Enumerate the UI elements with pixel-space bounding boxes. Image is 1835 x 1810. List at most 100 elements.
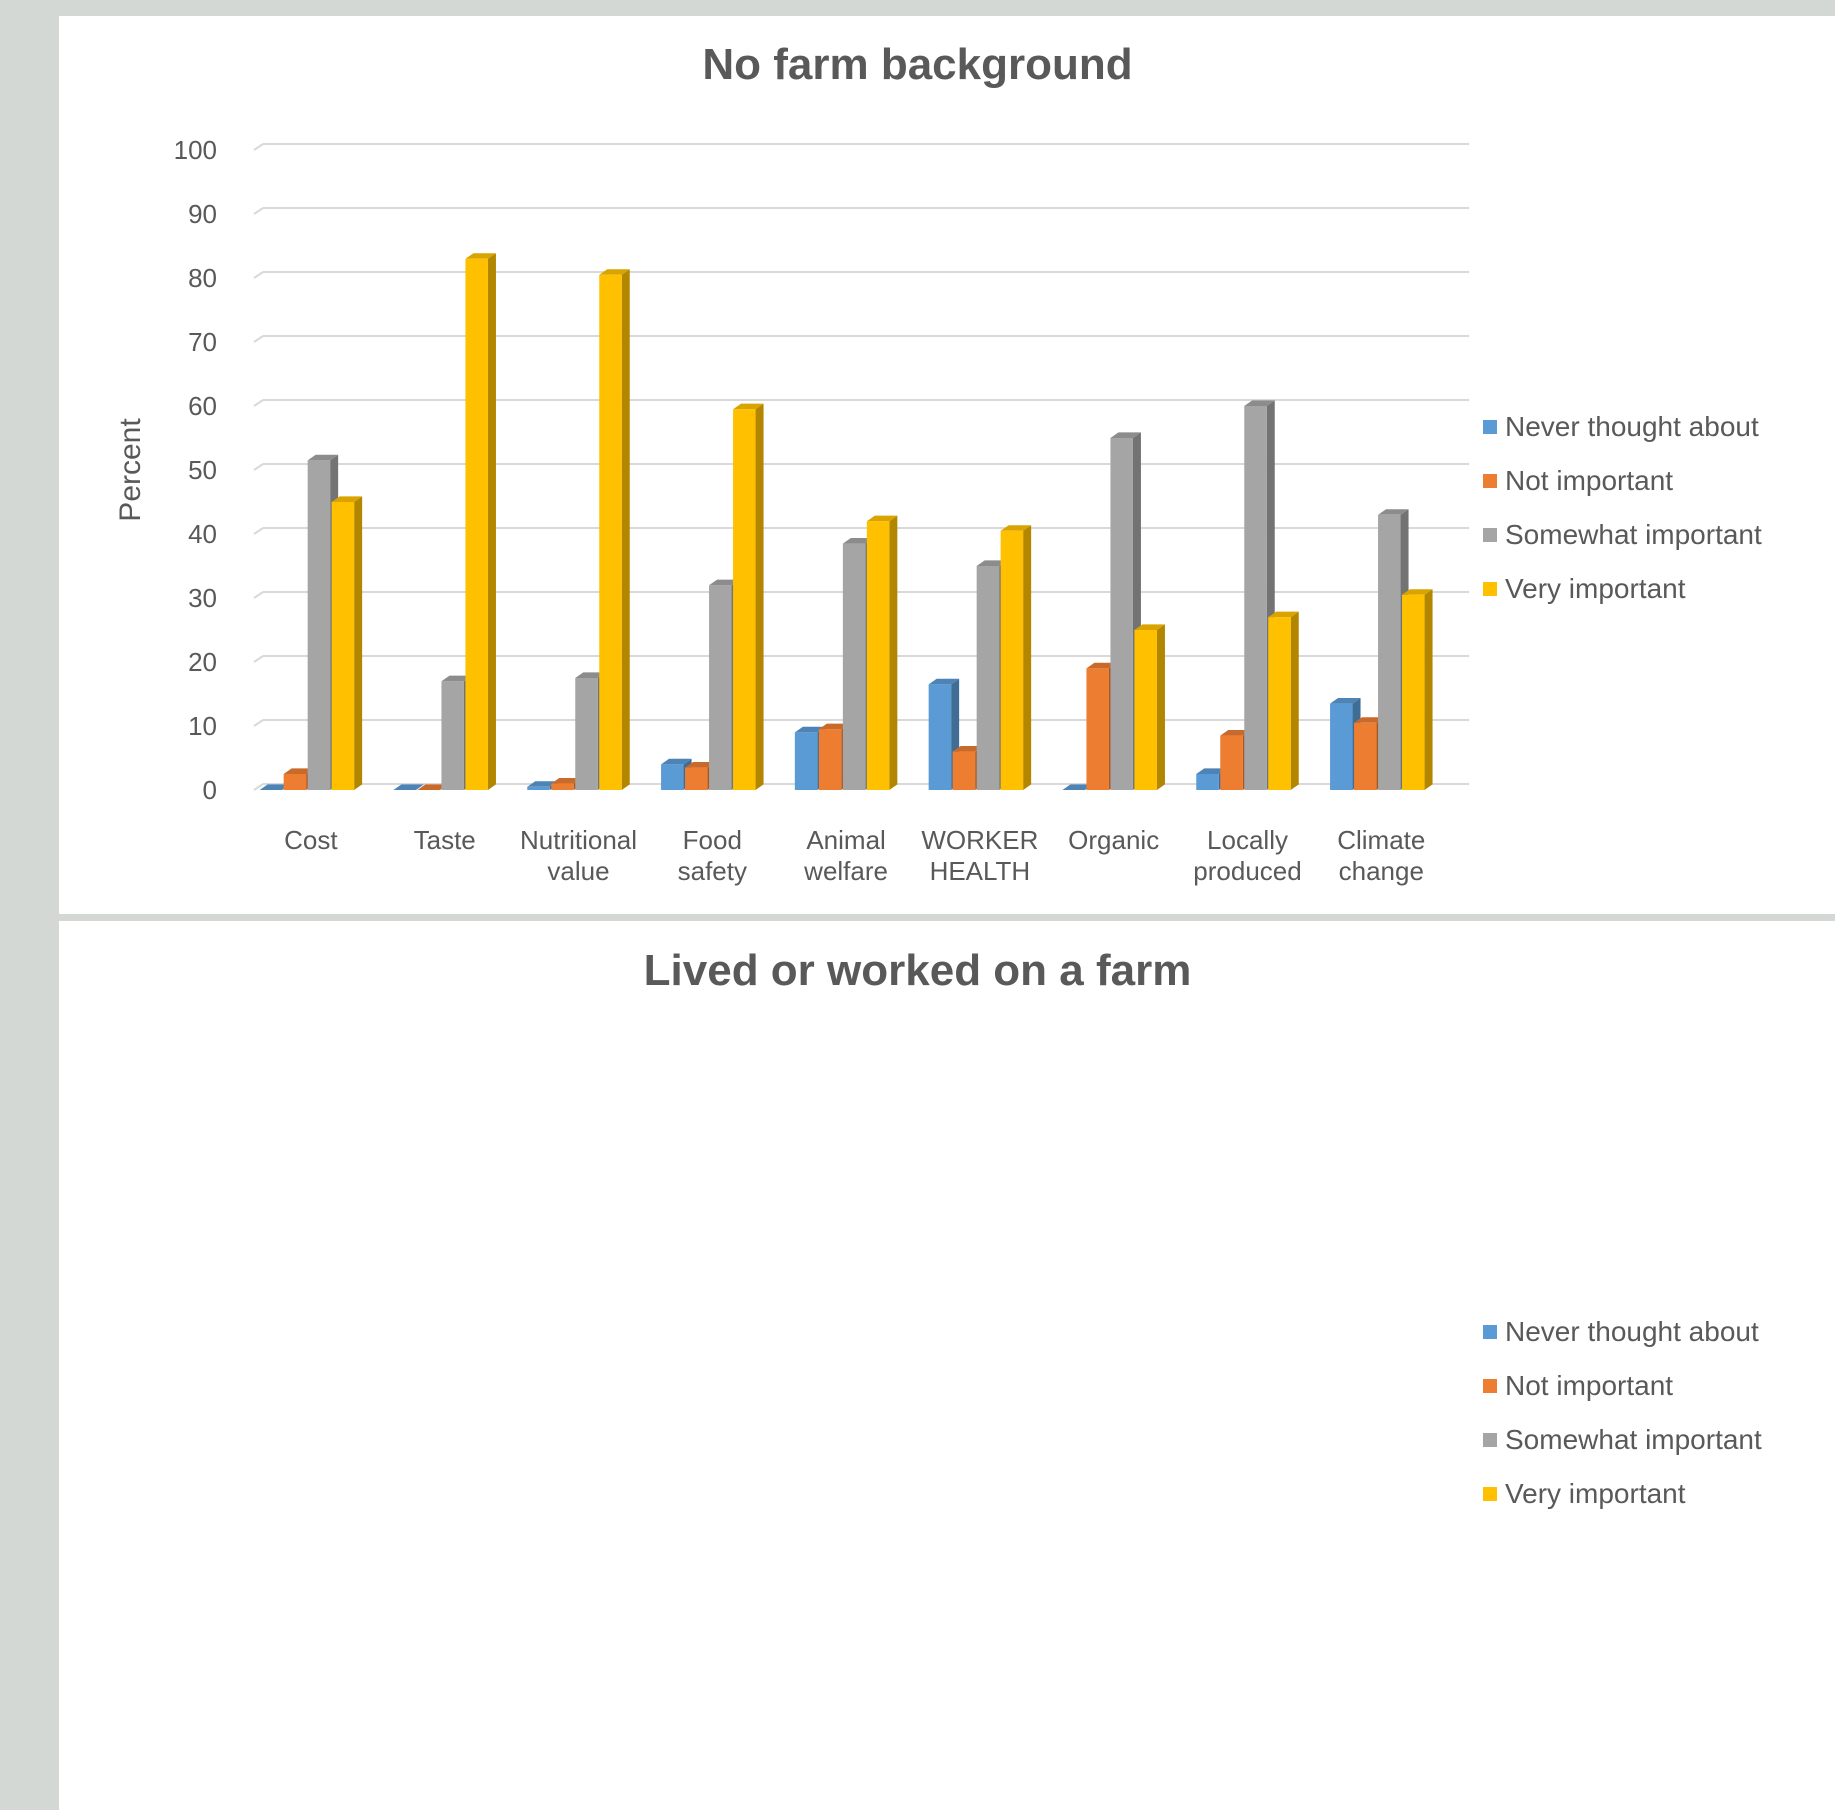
bar-top bbox=[952, 746, 984, 752]
bar-top bbox=[259, 784, 291, 790]
bar bbox=[1402, 589, 1433, 790]
chart-panel-no-farm: 0 10 20 30 40 50 60 70 80 90 100 Percent Cost Taste Nu… bbox=[59, 16, 1835, 914]
bar-side bbox=[755, 403, 764, 790]
x-tick-label: welfare bbox=[803, 856, 888, 886]
legend-item: Very important bbox=[1483, 562, 1762, 616]
y-tick-label: 70 bbox=[188, 327, 217, 357]
bar-front bbox=[1244, 406, 1267, 790]
bar-front bbox=[733, 409, 756, 790]
x-tick-label: Food bbox=[683, 825, 742, 855]
bar-top bbox=[417, 784, 448, 790]
legend-item: Somewhat important bbox=[1483, 1413, 1762, 1467]
bar-side bbox=[621, 269, 630, 790]
bar bbox=[331, 496, 363, 790]
bar-front bbox=[1220, 735, 1243, 790]
bar-front bbox=[1134, 630, 1157, 790]
x-tick-label: HEALTH bbox=[930, 856, 1031, 886]
bar-top bbox=[1244, 400, 1275, 406]
legend-label: Somewhat important bbox=[1505, 1424, 1762, 1455]
bar-front bbox=[599, 274, 622, 790]
bar-front bbox=[1402, 594, 1425, 790]
gridline-slant bbox=[253, 655, 264, 663]
gridline-slant bbox=[253, 719, 264, 727]
bar-front bbox=[685, 767, 708, 790]
bar-front bbox=[1110, 438, 1133, 790]
legend-item: Never thought about bbox=[1483, 400, 1762, 454]
bar-top bbox=[441, 675, 472, 682]
chart-legend: Never thought about Not important Somewhat… bbox=[1483, 400, 1762, 616]
bar bbox=[733, 403, 764, 790]
bar-top bbox=[1354, 717, 1385, 723]
y-axis-title: Percent bbox=[114, 418, 147, 522]
chart-panel-farm: 0102030405060708090100PercentCostTasteNu… bbox=[59, 921, 1835, 1810]
legend-item: Not important bbox=[1483, 1359, 1762, 1413]
chart-legend: Never thought about Not important Somewhat… bbox=[1483, 1305, 1762, 1521]
bar-top bbox=[283, 768, 315, 774]
x-tick-label: Animal bbox=[806, 825, 885, 855]
bar-top bbox=[709, 579, 740, 586]
x-tick-label: safety bbox=[678, 856, 747, 886]
bar-top bbox=[1196, 768, 1227, 774]
chart-title: No farm background bbox=[702, 40, 1133, 89]
bar bbox=[1268, 611, 1299, 790]
x-tick-label: Locally bbox=[1207, 825, 1288, 855]
legend-swatch bbox=[1483, 1325, 1497, 1339]
y-tick-label: 60 bbox=[188, 391, 217, 421]
bar-front bbox=[283, 774, 307, 790]
bar-top bbox=[575, 672, 606, 678]
bar-top bbox=[928, 678, 960, 685]
legend-item: Somewhat important bbox=[1483, 508, 1762, 562]
y-tick-label: 100 bbox=[174, 135, 217, 165]
bar-top bbox=[1086, 662, 1117, 669]
bar-front bbox=[661, 764, 684, 790]
bar bbox=[393, 784, 424, 790]
legend-swatch bbox=[1483, 528, 1497, 542]
legend-swatch bbox=[1483, 1487, 1497, 1501]
bar-side bbox=[354, 496, 363, 790]
chart-plot-no-farm: 0 10 20 30 40 50 60 70 80 90 100 Percent Cost Taste Nu… bbox=[114, 135, 1469, 886]
legend-label: Not important bbox=[1505, 1370, 1674, 1401]
bar-front bbox=[794, 732, 818, 790]
x-tick-label: Cost bbox=[284, 825, 338, 855]
x-tick-label: Nutritional bbox=[520, 825, 637, 855]
y-tick-label: 90 bbox=[188, 199, 217, 229]
x-tick-label: value bbox=[547, 856, 609, 886]
bar-front bbox=[952, 751, 976, 790]
bar bbox=[599, 269, 630, 790]
bar-top bbox=[1402, 589, 1433, 595]
legend-swatch bbox=[1483, 420, 1497, 434]
x-tick-label: change bbox=[1339, 856, 1424, 886]
bar-top bbox=[733, 403, 764, 410]
bar bbox=[465, 253, 496, 790]
y-tick-label: 30 bbox=[188, 583, 217, 613]
bar-top bbox=[599, 269, 630, 275]
y-tick-label: 80 bbox=[188, 263, 217, 293]
bar-front bbox=[441, 681, 464, 790]
bar-top bbox=[1134, 624, 1165, 630]
bar-top bbox=[818, 723, 850, 730]
bar-top bbox=[331, 496, 363, 502]
x-tick-label: Climate bbox=[1337, 825, 1425, 855]
bar-front bbox=[976, 566, 1000, 790]
bar-front bbox=[1378, 514, 1401, 790]
bar-top bbox=[551, 778, 582, 784]
gridline-slant bbox=[253, 335, 264, 343]
bar-front bbox=[551, 783, 574, 790]
bar-top bbox=[393, 784, 424, 790]
gridline-slant bbox=[253, 463, 264, 471]
bar-top bbox=[465, 253, 496, 259]
bar bbox=[1062, 784, 1093, 790]
bar-front bbox=[465, 258, 488, 790]
y-tick-label: 50 bbox=[188, 455, 217, 485]
legend-swatch bbox=[1483, 474, 1497, 488]
legend-swatch bbox=[1483, 582, 1497, 596]
bar-side bbox=[487, 253, 496, 790]
y-tick-label: 0 bbox=[203, 775, 217, 805]
bar bbox=[1000, 525, 1032, 790]
bar bbox=[1134, 624, 1165, 790]
bar-front bbox=[575, 678, 598, 790]
bar-top bbox=[527, 781, 558, 787]
bar-top bbox=[842, 538, 874, 544]
gridline-slant bbox=[253, 143, 264, 151]
bar-front bbox=[1000, 530, 1024, 790]
